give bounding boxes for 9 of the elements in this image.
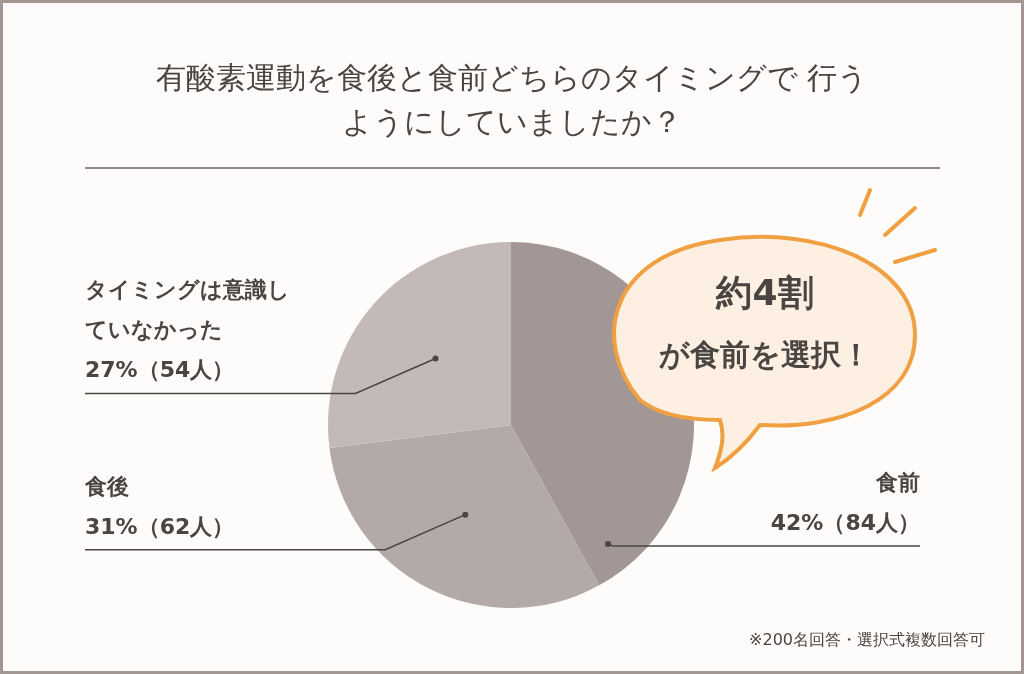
slice-label: 食後 bbox=[84, 473, 129, 499]
data-label: 42%（84人） bbox=[770, 509, 920, 535]
text: 約4割が食前を選択！ bbox=[659, 272, 871, 372]
data-label: 27%（54人） bbox=[85, 357, 235, 383]
slice-label: タイミングは意識していなかった bbox=[85, 277, 290, 343]
slice-label: 食前 bbox=[875, 469, 920, 495]
text: ※200名回答・選択式複数回答可 bbox=[749, 630, 985, 649]
data-label: 31%（62人） bbox=[85, 513, 235, 539]
chart-title: 有酸素運動を食後と食前どちらのタイミングで 行うようにしていましたか？ bbox=[155, 60, 869, 139]
